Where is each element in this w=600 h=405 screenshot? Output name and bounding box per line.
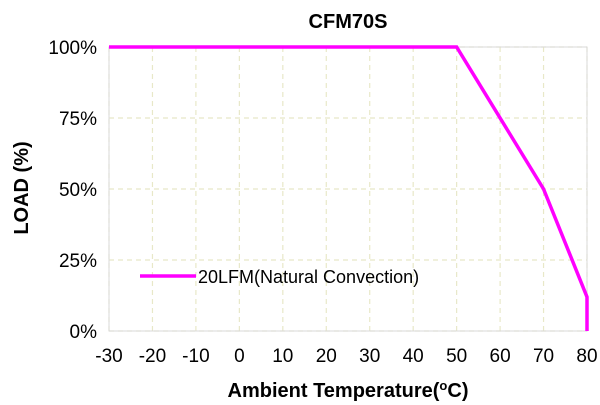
y-axis-title: LOAD (%) bbox=[11, 141, 33, 234]
chart-title: CFM70S bbox=[309, 11, 388, 33]
x-tick-label: 10 bbox=[272, 346, 293, 367]
x-axis-title: Ambient Temperature(oC) bbox=[228, 378, 469, 402]
x-tick-label: 70 bbox=[533, 346, 554, 367]
x-tick-label: -10 bbox=[182, 346, 209, 367]
series-lines bbox=[109, 45, 589, 331]
y-tick-label: 25% bbox=[59, 251, 97, 272]
series-line-0 bbox=[109, 45, 589, 331]
x-tick-label: -20 bbox=[139, 346, 166, 367]
y-tick-label: 50% bbox=[59, 180, 97, 201]
x-tick-label: 30 bbox=[359, 346, 380, 367]
x-tick-label: 40 bbox=[403, 346, 424, 367]
x-tick-label: 60 bbox=[490, 346, 511, 367]
x-axis-title-text: Ambient Temperature bbox=[228, 380, 433, 402]
y-tick-label: 0% bbox=[70, 322, 98, 343]
x-tick-label: 80 bbox=[576, 346, 597, 367]
y-tick-label: 100% bbox=[48, 38, 97, 59]
x-axis-ticks: -30 -20 -10 0 10 20 30 40 50 60 70 80 bbox=[95, 346, 597, 367]
y-tick-label: 75% bbox=[59, 109, 97, 130]
x-axis-title-unit-prefix: ( bbox=[433, 380, 440, 402]
x-tick-label: 0 bbox=[234, 346, 245, 367]
x-axis-title-unit-suffix: C) bbox=[447, 380, 468, 402]
x-axis-title-unit-superscript: o bbox=[439, 378, 447, 393]
x-tick-label: 20 bbox=[316, 346, 337, 367]
legend: 20LFM(Natural Convection) bbox=[140, 267, 419, 287]
y-axis-ticks: 0% 25% 50% 75% 100% bbox=[48, 38, 97, 343]
x-tick-label: 50 bbox=[446, 346, 467, 367]
grid-lines bbox=[108, 46, 588, 332]
legend-label: 20LFM(Natural Convection) bbox=[198, 267, 419, 287]
x-tick-label: -30 bbox=[95, 346, 122, 367]
